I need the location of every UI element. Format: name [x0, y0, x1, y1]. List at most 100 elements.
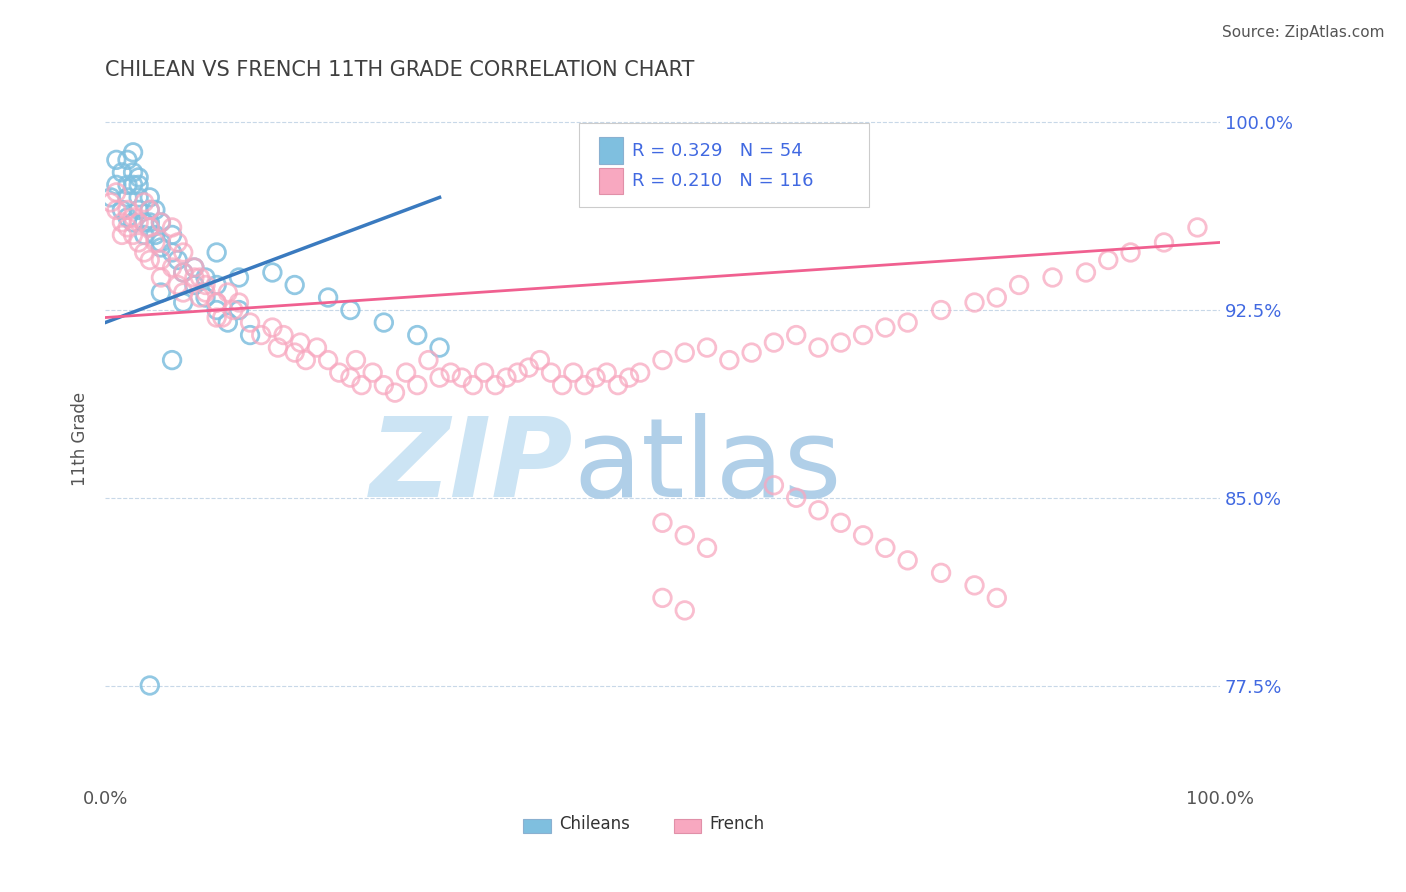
- Point: [105, 202, 128, 217]
- Point: [339, 303, 361, 318]
- Point: [506, 366, 529, 380]
- Point: [741, 345, 763, 359]
- Point: [194, 270, 217, 285]
- Point: [117, 220, 139, 235]
- Point: [122, 145, 145, 160]
- Point: [262, 265, 284, 279]
- Point: [149, 215, 172, 229]
- Point: [562, 366, 585, 380]
- Point: [128, 202, 150, 217]
- Point: [183, 270, 205, 285]
- Point: [529, 353, 551, 368]
- Point: [194, 291, 217, 305]
- Point: [673, 345, 696, 359]
- Point: [673, 603, 696, 617]
- Point: [166, 252, 188, 267]
- Point: [290, 335, 312, 350]
- Point: [128, 235, 150, 250]
- Point: [418, 353, 440, 368]
- Point: [429, 341, 451, 355]
- Point: [205, 278, 228, 293]
- Point: [117, 190, 139, 204]
- Point: [628, 366, 651, 380]
- Point: [145, 227, 167, 242]
- Point: [149, 235, 172, 250]
- Point: [897, 316, 920, 330]
- Point: [149, 285, 172, 300]
- Point: [617, 370, 640, 384]
- Point: [267, 341, 290, 355]
- Point: [986, 591, 1008, 605]
- Point: [128, 170, 150, 185]
- Point: [963, 295, 986, 310]
- Point: [134, 227, 156, 242]
- Point: [461, 378, 484, 392]
- Point: [807, 341, 830, 355]
- Point: [111, 165, 134, 179]
- Point: [117, 211, 139, 225]
- Point: [1097, 252, 1119, 267]
- Point: [183, 278, 205, 293]
- Point: [718, 353, 741, 368]
- Point: [105, 178, 128, 192]
- Point: [262, 320, 284, 334]
- Point: [122, 165, 145, 179]
- Point: [183, 260, 205, 275]
- Point: [651, 516, 673, 530]
- Point: [194, 278, 217, 293]
- Point: [1042, 270, 1064, 285]
- Point: [361, 366, 384, 380]
- Text: Source: ZipAtlas.com: Source: ZipAtlas.com: [1222, 25, 1385, 40]
- Point: [875, 541, 897, 555]
- Point: [205, 245, 228, 260]
- Point: [574, 378, 596, 392]
- Point: [149, 270, 172, 285]
- Point: [852, 328, 875, 343]
- Point: [830, 335, 852, 350]
- Point: [651, 591, 673, 605]
- Point: [316, 353, 339, 368]
- Point: [188, 291, 211, 305]
- Point: [696, 541, 718, 555]
- FancyBboxPatch shape: [579, 123, 869, 207]
- Point: [139, 202, 162, 217]
- Point: [395, 366, 418, 380]
- Point: [228, 303, 250, 318]
- Point: [339, 370, 361, 384]
- Text: atlas: atlas: [574, 413, 842, 520]
- Point: [673, 528, 696, 542]
- FancyBboxPatch shape: [673, 819, 702, 833]
- Point: [149, 215, 172, 229]
- Point: [172, 285, 194, 300]
- Point: [217, 285, 239, 300]
- Point: [183, 260, 205, 275]
- Point: [596, 366, 619, 380]
- Point: [172, 265, 194, 279]
- Point: [295, 353, 318, 368]
- Point: [100, 195, 122, 210]
- Point: [284, 278, 307, 293]
- Point: [122, 178, 145, 192]
- Point: [222, 303, 245, 318]
- Text: ZIP: ZIP: [370, 413, 574, 520]
- Point: [194, 285, 217, 300]
- Point: [785, 491, 807, 505]
- Text: R = 0.329   N = 54: R = 0.329 N = 54: [633, 142, 803, 160]
- Point: [128, 178, 150, 192]
- Point: [484, 378, 506, 392]
- Point: [134, 195, 156, 210]
- Text: Chileans: Chileans: [558, 814, 630, 833]
- Point: [205, 295, 228, 310]
- Point: [134, 245, 156, 260]
- Point: [228, 295, 250, 310]
- Point: [273, 328, 295, 343]
- Point: [139, 220, 162, 235]
- Point: [963, 578, 986, 592]
- Point: [228, 270, 250, 285]
- Point: [111, 215, 134, 229]
- Point: [373, 378, 395, 392]
- Point: [1153, 235, 1175, 250]
- Point: [160, 353, 183, 368]
- Point: [188, 270, 211, 285]
- Point: [344, 353, 367, 368]
